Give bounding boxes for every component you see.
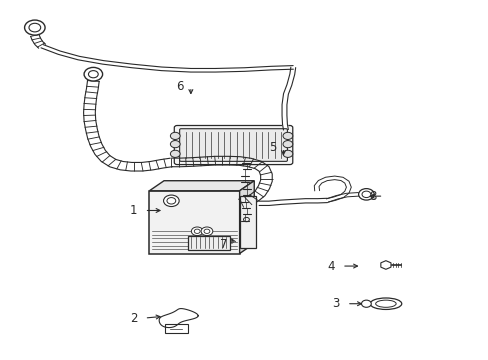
Circle shape xyxy=(283,132,292,139)
Circle shape xyxy=(361,300,370,307)
Circle shape xyxy=(24,20,45,35)
Circle shape xyxy=(358,189,373,200)
Text: 5: 5 xyxy=(268,141,276,154)
Polygon shape xyxy=(282,67,295,130)
Circle shape xyxy=(163,195,179,207)
FancyBboxPatch shape xyxy=(179,129,287,161)
Text: 1: 1 xyxy=(129,204,137,217)
Circle shape xyxy=(84,67,102,81)
Text: 7: 7 xyxy=(220,238,227,251)
Polygon shape xyxy=(259,198,327,206)
FancyBboxPatch shape xyxy=(164,324,187,333)
Text: 2: 2 xyxy=(129,311,137,325)
Polygon shape xyxy=(314,176,350,202)
Circle shape xyxy=(283,140,292,148)
Polygon shape xyxy=(41,45,293,72)
Text: 3: 3 xyxy=(331,297,339,310)
Polygon shape xyxy=(149,181,254,191)
Circle shape xyxy=(170,150,180,157)
Circle shape xyxy=(283,150,292,157)
Text: 6: 6 xyxy=(176,80,183,93)
Text: 4: 4 xyxy=(326,260,334,273)
Polygon shape xyxy=(159,309,198,328)
Circle shape xyxy=(201,227,212,235)
Circle shape xyxy=(170,140,180,148)
Polygon shape xyxy=(380,261,390,269)
Circle shape xyxy=(191,227,203,235)
FancyBboxPatch shape xyxy=(149,191,239,253)
FancyBboxPatch shape xyxy=(239,196,255,248)
Text: 8: 8 xyxy=(368,190,375,203)
FancyBboxPatch shape xyxy=(188,235,229,250)
Ellipse shape xyxy=(369,298,401,310)
Circle shape xyxy=(170,132,180,139)
Polygon shape xyxy=(325,193,358,202)
Polygon shape xyxy=(239,181,254,253)
FancyBboxPatch shape xyxy=(174,126,292,165)
